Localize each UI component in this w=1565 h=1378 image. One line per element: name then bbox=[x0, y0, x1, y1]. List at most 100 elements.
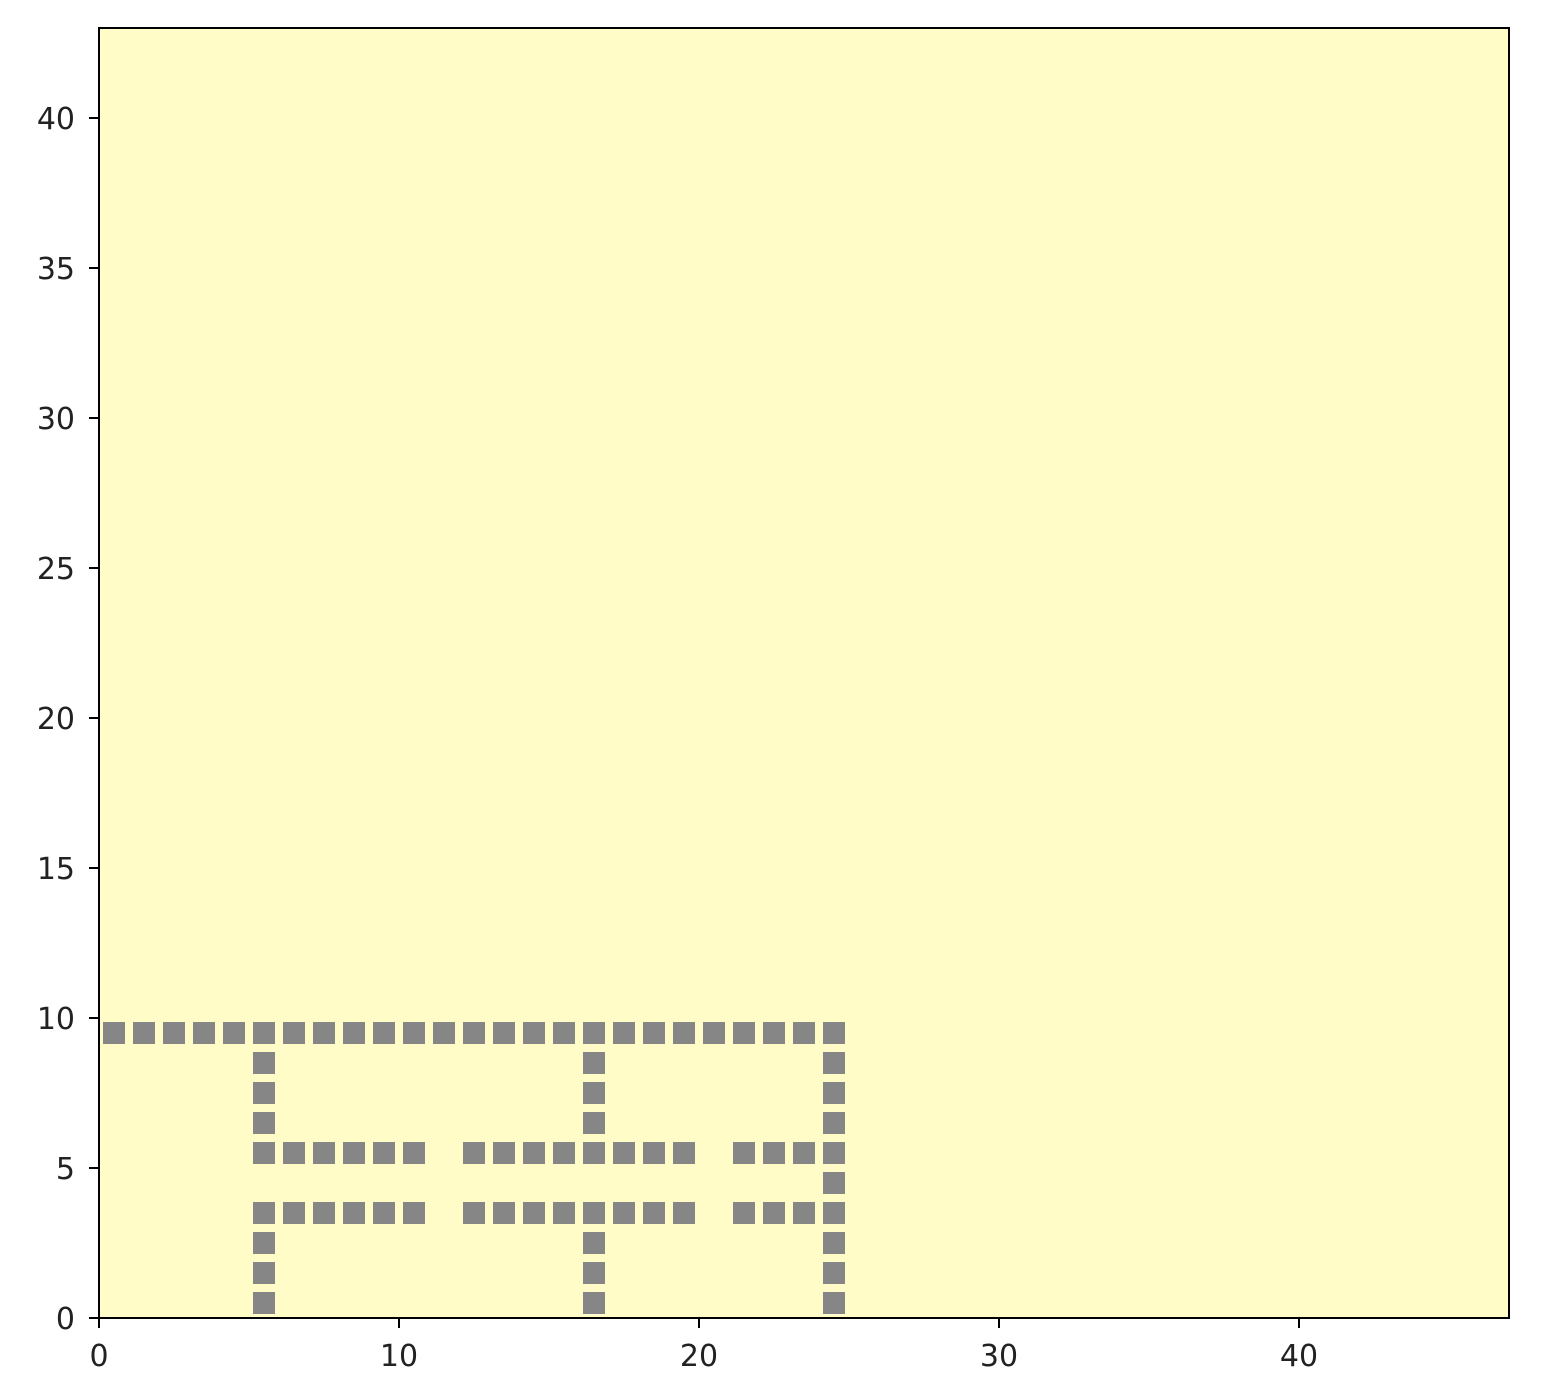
occupied-cell bbox=[583, 1232, 605, 1254]
y-tick-label: 30 bbox=[37, 402, 75, 437]
occupied-cell bbox=[613, 1142, 635, 1164]
occupied-cell bbox=[253, 1232, 275, 1254]
occupied-cell bbox=[313, 1142, 335, 1164]
occupied-cell bbox=[643, 1202, 665, 1224]
occupied-cell bbox=[733, 1142, 755, 1164]
x-tick-label: 0 bbox=[89, 1339, 108, 1374]
occupied-cell bbox=[823, 1202, 845, 1224]
occupied-cell bbox=[763, 1022, 785, 1044]
occupied-cell bbox=[733, 1202, 755, 1224]
occupied-cell bbox=[223, 1022, 245, 1044]
occupied-cell bbox=[493, 1202, 515, 1224]
y-tick-label: 40 bbox=[37, 102, 75, 137]
occupied-cell bbox=[463, 1022, 485, 1044]
occupied-cell bbox=[193, 1022, 215, 1044]
occupied-cell bbox=[493, 1142, 515, 1164]
occupied-cell bbox=[403, 1142, 425, 1164]
occupied-cell bbox=[283, 1022, 305, 1044]
y-tick-label: 35 bbox=[37, 252, 75, 287]
x-axis: 0 10 20 30 40 bbox=[89, 1318, 1318, 1374]
occupied-cell bbox=[463, 1202, 485, 1224]
occupied-cell bbox=[583, 1112, 605, 1134]
occupied-cell bbox=[583, 1202, 605, 1224]
x-tick-label: 10 bbox=[380, 1339, 418, 1374]
occupied-cell bbox=[403, 1202, 425, 1224]
occupied-cell bbox=[253, 1292, 275, 1314]
occupied-cell bbox=[613, 1202, 635, 1224]
occupied-cell bbox=[553, 1202, 575, 1224]
occupied-cell bbox=[793, 1202, 815, 1224]
occupied-cell bbox=[583, 1292, 605, 1314]
occupied-cell bbox=[283, 1142, 305, 1164]
occupied-cell bbox=[643, 1142, 665, 1164]
occupied-cells-group bbox=[103, 1022, 845, 1314]
occupied-cell bbox=[313, 1202, 335, 1224]
occupied-cell bbox=[553, 1022, 575, 1044]
occupied-cell bbox=[253, 1052, 275, 1074]
occupied-cell bbox=[583, 1262, 605, 1284]
occupied-cell bbox=[823, 1082, 845, 1104]
occupied-cell bbox=[703, 1022, 725, 1044]
occupied-cell bbox=[433, 1022, 455, 1044]
occupied-cell bbox=[823, 1262, 845, 1284]
occupied-cell bbox=[673, 1142, 695, 1164]
occupied-cell bbox=[103, 1022, 125, 1044]
occupied-cell bbox=[673, 1022, 695, 1044]
occupied-cell bbox=[823, 1142, 845, 1164]
occupied-cell bbox=[463, 1142, 485, 1164]
occupied-cell bbox=[583, 1082, 605, 1104]
occupied-cell bbox=[373, 1202, 395, 1224]
occupied-cell bbox=[253, 1022, 275, 1044]
occupied-cell bbox=[163, 1022, 185, 1044]
occupied-cell bbox=[583, 1022, 605, 1044]
occupied-cell bbox=[403, 1022, 425, 1044]
occupied-cell bbox=[823, 1052, 845, 1074]
occupied-cell bbox=[343, 1022, 365, 1044]
occupied-cell bbox=[733, 1022, 755, 1044]
occupied-cell bbox=[253, 1082, 275, 1104]
occupied-cell bbox=[493, 1022, 515, 1044]
y-tick-label: 0 bbox=[56, 1302, 75, 1337]
occupied-cell bbox=[313, 1022, 335, 1044]
occupied-cell bbox=[283, 1202, 305, 1224]
occupied-cell bbox=[643, 1022, 665, 1044]
occupied-cell bbox=[793, 1022, 815, 1044]
occupied-cell bbox=[763, 1142, 785, 1164]
occupied-cell bbox=[343, 1202, 365, 1224]
occupied-cell bbox=[673, 1202, 695, 1224]
occupied-cell bbox=[253, 1112, 275, 1134]
occupied-cell bbox=[823, 1022, 845, 1044]
occupied-cell bbox=[613, 1022, 635, 1044]
occupied-cell bbox=[523, 1142, 545, 1164]
occupied-cell bbox=[823, 1292, 845, 1314]
x-tick-label: 20 bbox=[680, 1339, 718, 1374]
y-tick-label: 10 bbox=[37, 1002, 75, 1037]
occupied-cell bbox=[253, 1262, 275, 1284]
occupied-cell bbox=[373, 1022, 395, 1044]
occupied-cell bbox=[343, 1142, 365, 1164]
occupied-cell bbox=[823, 1112, 845, 1134]
occupied-cell bbox=[823, 1232, 845, 1254]
occupied-cell bbox=[583, 1052, 605, 1074]
y-tick-label: 5 bbox=[56, 1152, 75, 1187]
y-tick-label: 25 bbox=[37, 552, 75, 587]
occupied-cell bbox=[253, 1142, 275, 1164]
y-axis: 0 5 10 15 20 25 30 35 40 bbox=[37, 102, 99, 1337]
occupied-cell bbox=[253, 1202, 275, 1224]
occupied-cell bbox=[763, 1202, 785, 1224]
y-tick-label: 20 bbox=[37, 702, 75, 737]
occupied-cell bbox=[523, 1022, 545, 1044]
x-tick-label: 30 bbox=[980, 1339, 1018, 1374]
occupied-cell bbox=[793, 1142, 815, 1164]
axes-frame bbox=[98, 27, 1510, 1319]
occupied-cell bbox=[583, 1142, 605, 1164]
x-tick-label: 40 bbox=[1280, 1339, 1318, 1374]
occupied-cell bbox=[523, 1202, 545, 1224]
occupied-cell bbox=[553, 1142, 575, 1164]
occupied-cell bbox=[373, 1142, 395, 1164]
occupied-cell bbox=[133, 1022, 155, 1044]
plot-background bbox=[99, 28, 1509, 1318]
occupied-cell bbox=[823, 1172, 845, 1194]
y-tick-label: 15 bbox=[37, 852, 75, 887]
